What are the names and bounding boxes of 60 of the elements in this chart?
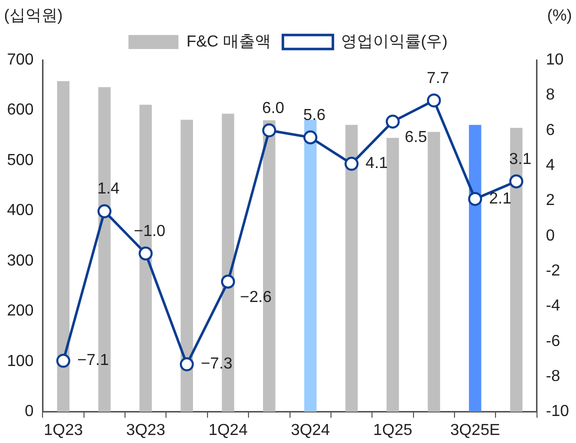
y2-tick-label: -6 — [546, 332, 560, 350]
x-tick-label: 1Q24 — [208, 422, 248, 439]
y-tick-label: 600 — [6, 102, 34, 119]
point — [386, 114, 400, 129]
y2-tick-label: 2 — [546, 192, 555, 210]
point — [180, 357, 194, 372]
point — [56, 354, 70, 368]
y2-tick-label: 8 — [546, 86, 555, 104]
y2-tick-label: 10 — [546, 51, 564, 68]
point — [344, 156, 359, 171]
y-axis-title: (십억원) — [4, 7, 63, 24]
y-tick-label: 0 — [24, 403, 34, 420]
x-tick-label: 3Q23 — [126, 422, 166, 439]
data-label: 3.1 — [509, 150, 532, 168]
bar — [345, 124, 358, 412]
legend-label: 영업이익률(우) — [340, 33, 448, 50]
point — [97, 204, 112, 218]
data-label: 1.4 — [97, 180, 120, 198]
y2-axis-title: (%) — [547, 7, 572, 24]
data-label: −2.6 — [240, 289, 272, 306]
point — [262, 123, 276, 138]
y2-tick-label: 6 — [546, 122, 555, 139]
x-tick-label: 1Q23 — [44, 422, 83, 439]
legend-label: F&C 매출액 — [186, 33, 271, 50]
y-tick-label: 300 — [6, 252, 34, 270]
y2-tick-label: -4 — [546, 298, 560, 315]
x-tick-label: 3Q24 — [290, 422, 330, 439]
y2-tick-label: -8 — [546, 368, 560, 386]
x-tick-label: 1Q25 — [373, 422, 412, 439]
x-tick-label: 3Q25E — [450, 422, 500, 439]
y-tick-label: 500 — [6, 152, 34, 169]
y2-tick-label: 0 — [546, 227, 555, 244]
y2-tick-label: 4 — [546, 156, 555, 174]
bar — [386, 138, 399, 412]
y2-tick-label: -10 — [546, 403, 570, 420]
data-label: 5.6 — [303, 106, 326, 124]
point — [221, 274, 236, 289]
data-label: 7.7 — [426, 70, 450, 87]
data-label: 6.5 — [404, 128, 428, 146]
y-tick-label: 200 — [6, 302, 34, 320]
data-label: −7.1 — [77, 352, 109, 370]
y-tick-label: 700 — [6, 51, 34, 68]
data-label: 6.0 — [262, 100, 284, 117]
data-label: 2.1 — [489, 190, 512, 208]
bar — [428, 132, 440, 412]
point — [426, 93, 441, 108]
y-tick-label: 400 — [6, 202, 34, 220]
bar — [180, 120, 194, 412]
bar — [304, 120, 317, 412]
y-tick-label: 100 — [6, 352, 34, 370]
point — [138, 246, 153, 260]
bar — [468, 124, 482, 412]
bar — [57, 81, 70, 412]
data-label: 4.1 — [366, 155, 388, 172]
point — [468, 192, 482, 206]
data-label: −1.0 — [134, 222, 166, 240]
y2-tick-label: -2 — [546, 262, 560, 280]
point — [303, 130, 318, 144]
data-label: −7.3 — [200, 356, 233, 373]
point — [509, 174, 524, 188]
